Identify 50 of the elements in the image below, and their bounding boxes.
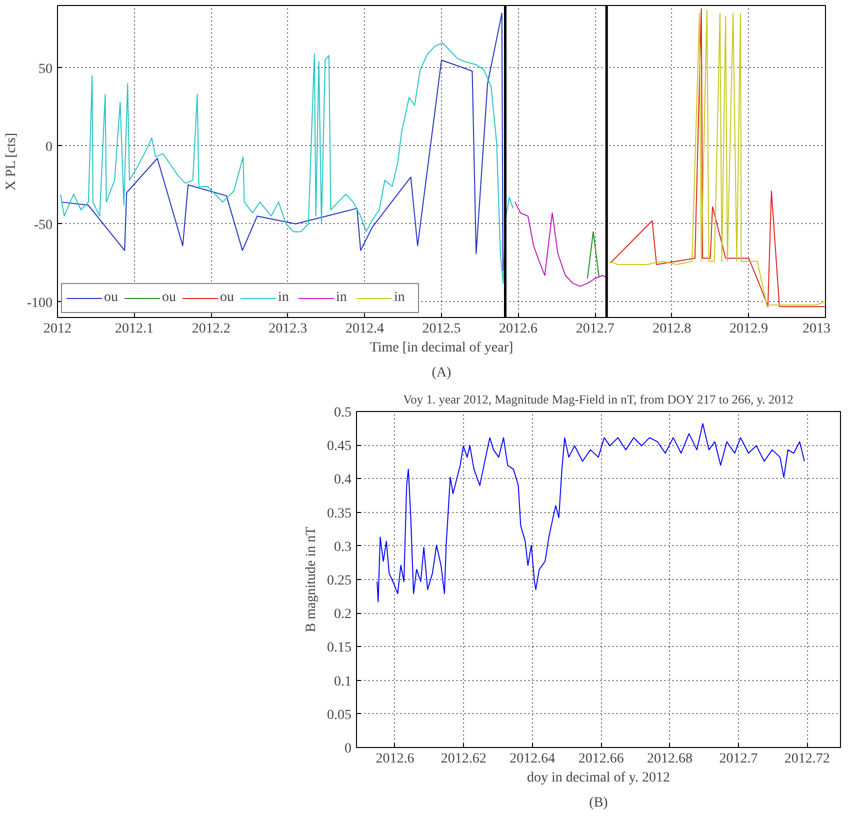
y-tick-label: 0.4 (334, 472, 352, 488)
legend-label: ou (104, 290, 119, 306)
x-tick-label: 2012.5 (422, 322, 461, 336)
y-tick-label: 0.2 (334, 607, 352, 622)
y-tick-label: 0.05 (327, 708, 352, 723)
x-tick-label: 2012.9 (729, 322, 768, 336)
x-tick-label: 2012.1 (115, 322, 154, 336)
line-series (514, 202, 609, 287)
y-tick-label: 0 (344, 742, 352, 756)
x-tick-label: 2012.62 (440, 752, 486, 766)
x-tick-label: 2012.3 (268, 322, 308, 336)
x-tick-label: 2012.4 (345, 322, 384, 336)
x-tick-label: 2012.6 (499, 322, 538, 336)
chart-title: Voy 1. year 2012, Magnitude Mag-Field in nT, from DOY 217 to 266, y. 2012 (403, 392, 794, 406)
y-tick-label: 0.1 (334, 674, 352, 690)
x-tick-label: 2012.68 (647, 752, 693, 766)
line-series (60, 12, 504, 272)
legend-label: ou (220, 290, 235, 306)
legend-label: in (336, 290, 348, 306)
legend-label: ou (162, 290, 177, 306)
y-tick-label: 0 (46, 140, 52, 155)
x-tick-label: 2012.72 (784, 752, 830, 766)
x-tick-label: 2012.8 (652, 322, 692, 336)
line-series (376, 423, 805, 602)
y-tick-label: -50 (34, 218, 53, 233)
y-tick-label: 0.45 (327, 439, 352, 454)
x-axis-title: doy in decimal of y. 2012 (527, 770, 670, 786)
x-tick-label: 2012.2 (192, 322, 230, 336)
y-tick-label: 0.25 (327, 574, 352, 588)
y-tick-label: 0.5 (334, 406, 352, 420)
x-axis-title: Time [in decimal of year] (370, 340, 514, 356)
y-axis-title: B magnitude in nT (304, 526, 319, 632)
text: (A) (432, 366, 452, 380)
legend-label: in (278, 290, 290, 306)
y-axis-title: X PL [cts] (4, 132, 19, 191)
text: (B) (589, 796, 608, 810)
y-tick-label: -100 (26, 296, 53, 311)
y-tick-label: 0.15 (327, 640, 352, 656)
x-tick-label: 2012.7 (719, 752, 758, 766)
x-tick-label: 2013 (802, 322, 830, 336)
y-tick-label: 50 (38, 62, 52, 77)
x-tick-label: 2012.64 (510, 752, 556, 766)
x-tick-label: 2012.66 (578, 752, 624, 766)
y-tick-label: 0.3 (334, 540, 352, 555)
x-tick-label: 2012.6 (376, 752, 414, 766)
x-tick-label: 2012.7 (576, 322, 614, 336)
y-tick-label: 0.35 (327, 506, 352, 522)
legend-label: in (394, 290, 406, 306)
line-series (60, 42, 514, 284)
x-tick-label: 2012 (44, 322, 72, 336)
